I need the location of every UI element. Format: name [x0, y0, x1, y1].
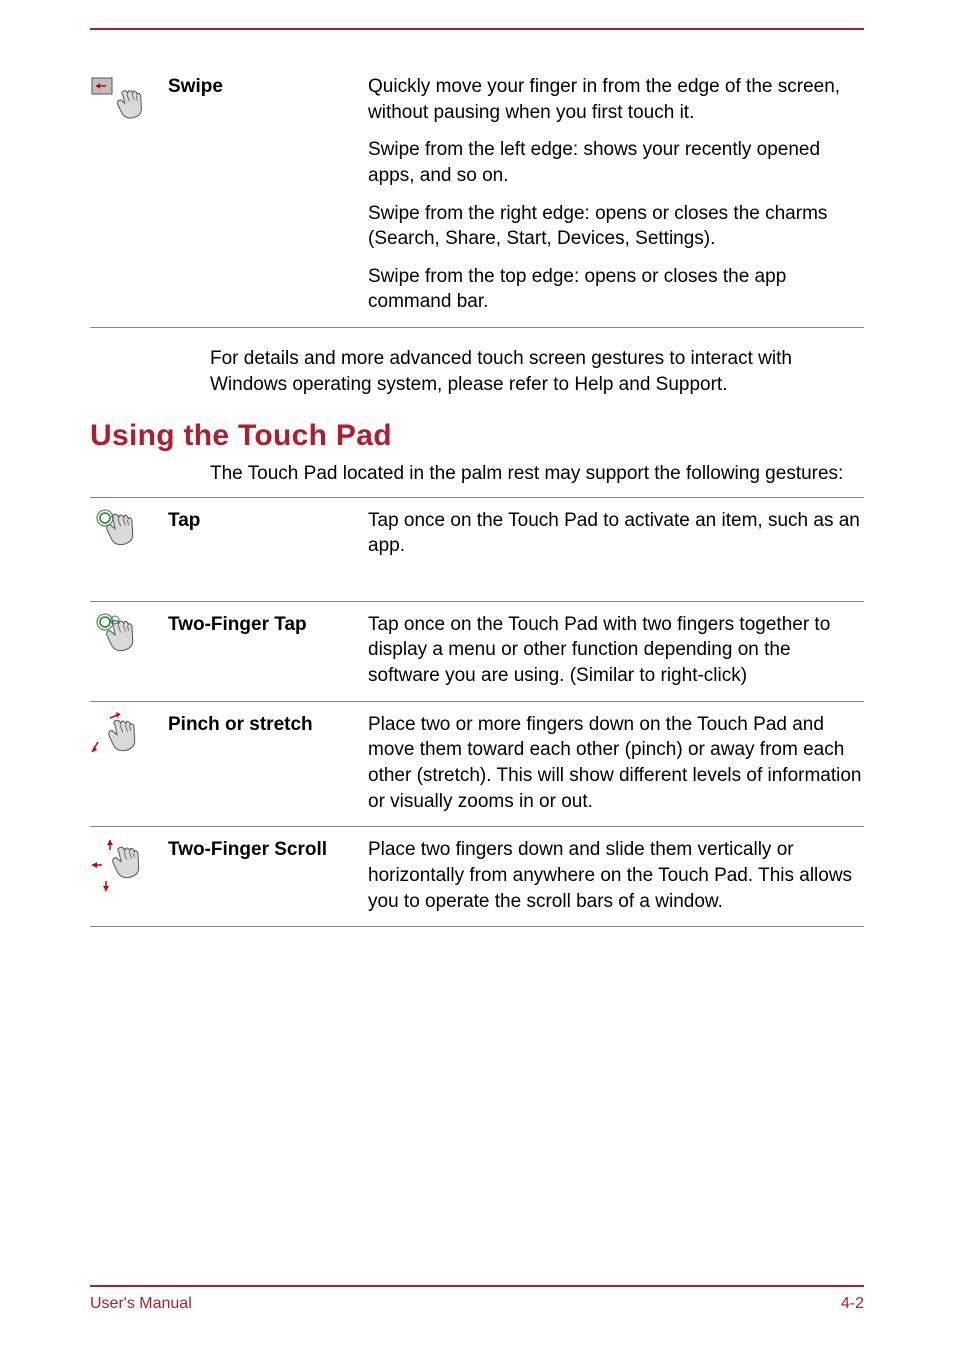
- gesture-description: Tap once on the Touch Pad with two finge…: [368, 612, 864, 689]
- swipe-desc-p4: Swipe from the top edge: opens or closes…: [368, 264, 864, 315]
- gesture-name: Tap: [168, 508, 368, 534]
- pinch-desc: Place two or more fingers down on the To…: [368, 712, 864, 815]
- gesture-row-swipe: Swipe Quickly move your finger in from t…: [90, 64, 864, 328]
- intro-paragraph: The Touch Pad located in the palm rest m…: [210, 461, 864, 487]
- swipe-desc-p2: Swipe from the left edge: shows your rec…: [368, 137, 864, 188]
- gesture-name: Two-Finger Tap: [168, 612, 368, 638]
- swipe-icon: [90, 74, 168, 134]
- note-paragraph: For details and more advanced touch scre…: [210, 346, 864, 398]
- gesture-name: Swipe: [168, 74, 368, 100]
- scroll-desc: Place two fingers down and slide them ve…: [368, 837, 864, 914]
- gesture-name: Pinch or stretch: [168, 712, 368, 738]
- gesture-row-scroll: Two-Finger Scroll Place two fingers down…: [90, 827, 864, 927]
- swipe-desc-p3: Swipe from the right edge: opens or clos…: [368, 201, 864, 252]
- pinch-icon: [90, 712, 168, 772]
- section-heading: Using the Touch Pad: [90, 419, 864, 453]
- two-finger-scroll-icon: [90, 837, 168, 899]
- header-rule: [90, 28, 864, 30]
- tap-icon: [90, 508, 168, 568]
- two-finger-tap-icon: [90, 612, 168, 674]
- footer-right: 4-2: [841, 1295, 864, 1313]
- gesture-name: Two-Finger Scroll: [168, 837, 368, 863]
- tap-desc: Tap once on the Touch Pad to activate an…: [368, 508, 864, 559]
- swipe-desc-p1: Quickly move your finger in from the edg…: [368, 74, 864, 125]
- gesture-row-pinch: Pinch or stretch Place two or more finge…: [90, 702, 864, 828]
- footer-left: User's Manual: [90, 1295, 192, 1313]
- gesture-description: Tap once on the Touch Pad to activate an…: [368, 508, 864, 559]
- gesture-description: Quickly move your finger in from the edg…: [368, 74, 864, 315]
- two-finger-tap-desc: Tap once on the Touch Pad with two finge…: [368, 612, 864, 689]
- gesture-row-two-finger-tap: Two-Finger Tap Tap once on the Touch Pad…: [90, 602, 864, 702]
- gesture-row-tap: Tap Tap once on the Touch Pad to activat…: [90, 498, 864, 602]
- page-footer: User's Manual 4-2: [90, 1285, 864, 1313]
- gesture-description: Place two or more fingers down on the To…: [368, 712, 864, 815]
- gesture-description: Place two fingers down and slide them ve…: [368, 837, 864, 914]
